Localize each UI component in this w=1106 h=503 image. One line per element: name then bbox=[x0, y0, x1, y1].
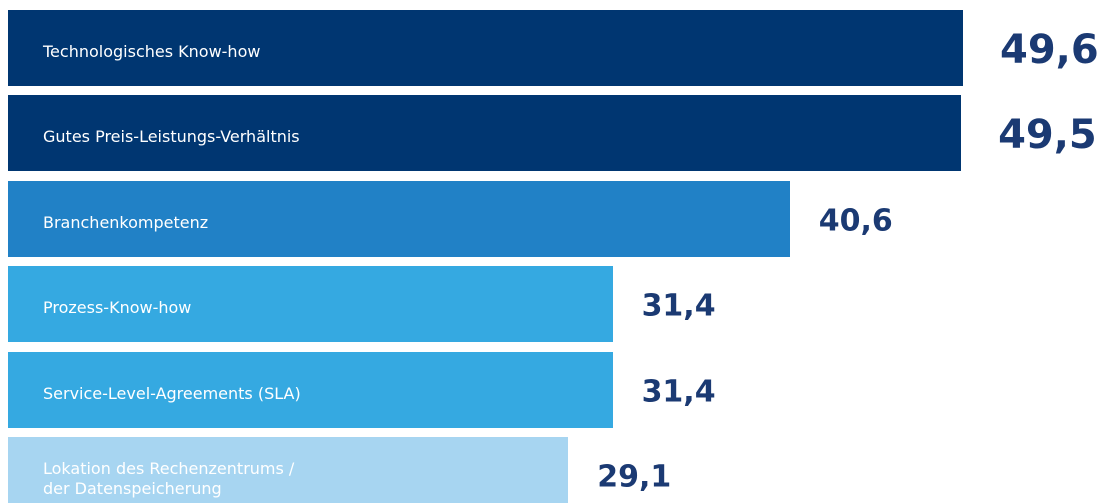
value-label: 40,6 bbox=[818, 203, 893, 239]
bar-label: Technologisches Know-how bbox=[43, 42, 261, 61]
bar-label: Lokation des Rechenzentrums / der Datens… bbox=[43, 459, 295, 498]
bar-label: Service-Level-Agreements (SLA) bbox=[43, 383, 301, 403]
bar-label: Gutes Preis-Leistungs-Verhältnis bbox=[43, 127, 300, 147]
bar bbox=[8, 10, 963, 86]
bar-label: Prozess-Know-how bbox=[43, 298, 192, 318]
bar bbox=[8, 266, 613, 343]
value-label: 29,1 bbox=[597, 459, 672, 495]
bar bbox=[8, 351, 613, 428]
bar bbox=[8, 180, 790, 257]
value-label: 31,4 bbox=[641, 374, 716, 410]
value-label: 49,6 bbox=[1000, 27, 1099, 73]
value-label: 49,5 bbox=[998, 112, 1097, 159]
bar bbox=[8, 95, 962, 172]
value-label: 31,4 bbox=[641, 288, 716, 324]
bar bbox=[8, 437, 569, 503]
bar-label: Branchenkompetenz bbox=[43, 212, 209, 232]
